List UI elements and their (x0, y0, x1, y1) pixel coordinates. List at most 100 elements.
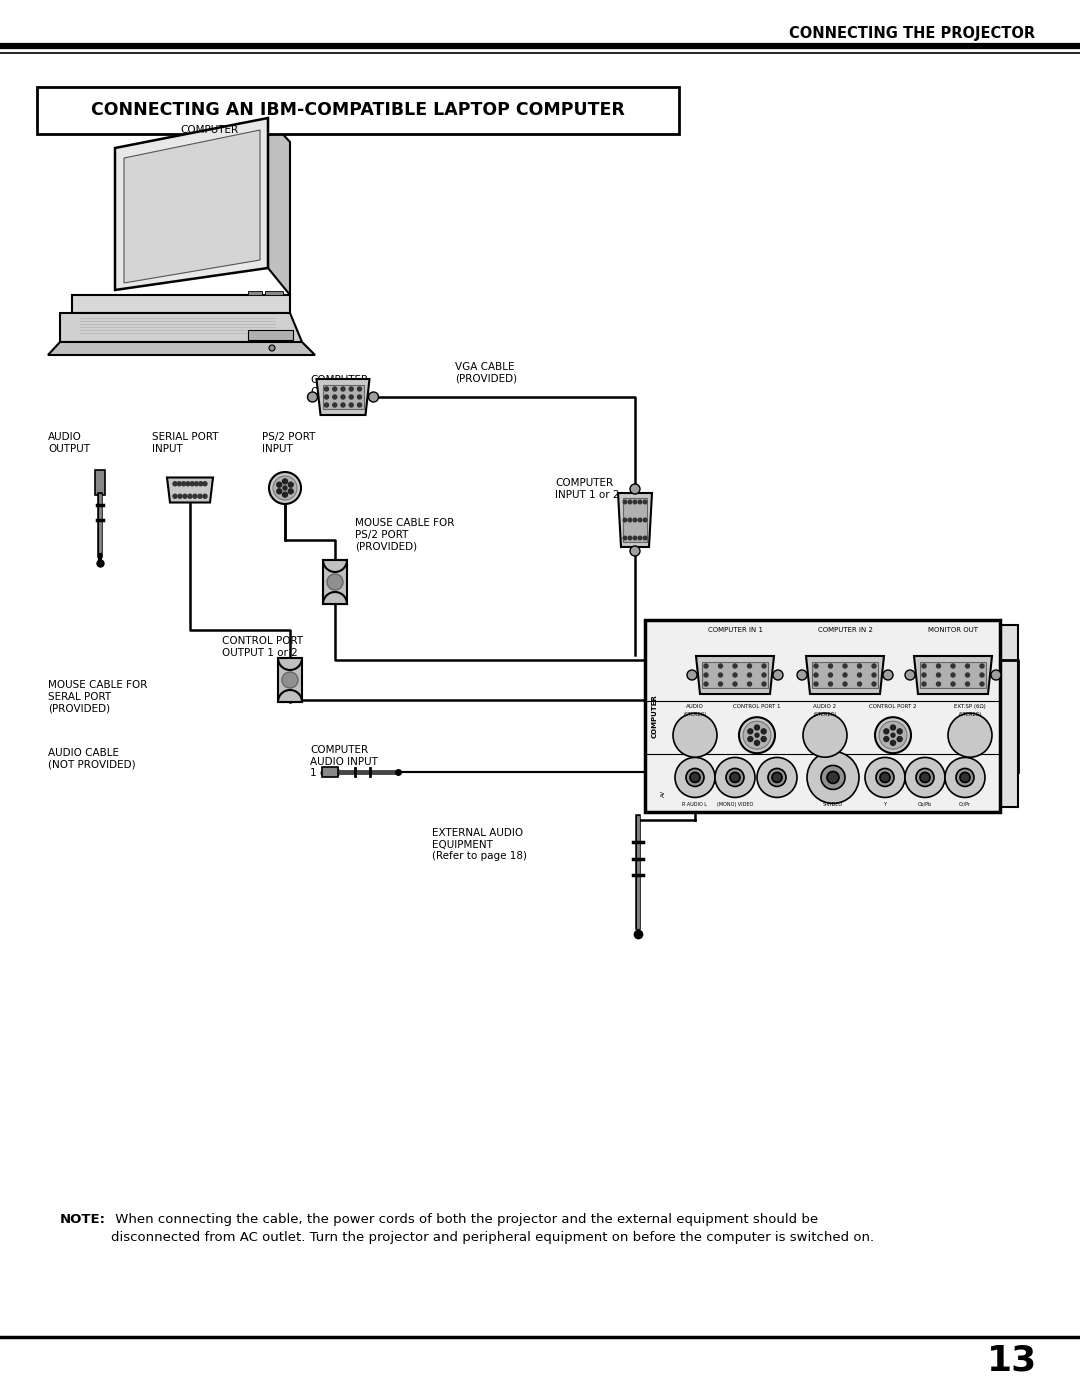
Text: EXTERNAL AUDIO
EQUIPMENT
(Refer to page 18): EXTERNAL AUDIO EQUIPMENT (Refer to page … (432, 828, 527, 861)
Circle shape (858, 664, 862, 668)
Text: VGA CABLE
(PROVIDED): VGA CABLE (PROVIDED) (455, 362, 517, 384)
Circle shape (905, 757, 945, 798)
Circle shape (879, 721, 907, 749)
Circle shape (644, 500, 647, 504)
Circle shape (828, 673, 833, 678)
Circle shape (991, 671, 1001, 680)
Circle shape (333, 402, 337, 407)
Polygon shape (60, 313, 302, 342)
Circle shape (814, 673, 818, 678)
Circle shape (865, 757, 905, 798)
Circle shape (883, 671, 893, 680)
Bar (920, 662, 986, 687)
Text: AUDIO
OUTPUT: AUDIO OUTPUT (48, 432, 90, 454)
Circle shape (843, 664, 847, 668)
Circle shape (980, 682, 984, 686)
Text: AUDIO CABLE
(NOT PROVIDED): AUDIO CABLE (NOT PROVIDED) (48, 747, 136, 770)
Circle shape (357, 387, 362, 391)
Circle shape (357, 402, 362, 407)
Circle shape (827, 771, 839, 784)
Bar (623, 497, 647, 542)
Circle shape (198, 495, 202, 499)
Wedge shape (323, 592, 347, 604)
Circle shape (966, 664, 970, 668)
Circle shape (936, 673, 941, 678)
Circle shape (821, 766, 845, 789)
Circle shape (880, 773, 890, 782)
Text: COMPUTER: COMPUTER (180, 124, 238, 136)
Circle shape (872, 682, 876, 686)
Circle shape (843, 682, 847, 686)
Text: SERIAL PORT
INPUT: SERIAL PORT INPUT (152, 432, 218, 454)
Circle shape (687, 671, 697, 680)
Text: COMPUTER IN 1: COMPUTER IN 1 (707, 627, 762, 633)
Polygon shape (268, 117, 291, 295)
Circle shape (282, 672, 298, 687)
Text: COMPUTER
AUDIO INPUT
1 or 2: COMPUTER AUDIO INPUT 1 or 2 (310, 745, 378, 778)
Circle shape (718, 664, 723, 668)
Circle shape (891, 740, 895, 746)
Polygon shape (124, 130, 260, 284)
Circle shape (872, 664, 876, 668)
Polygon shape (316, 379, 369, 415)
Polygon shape (72, 295, 291, 313)
Text: (STEREO): (STEREO) (813, 711, 837, 717)
Circle shape (686, 768, 704, 787)
Circle shape (341, 387, 345, 391)
Circle shape (768, 768, 786, 787)
Circle shape (747, 682, 752, 686)
Circle shape (623, 500, 626, 504)
Text: MONITOR OUT: MONITOR OUT (928, 627, 978, 633)
Wedge shape (278, 690, 302, 703)
Circle shape (633, 518, 637, 522)
Circle shape (199, 482, 203, 486)
Circle shape (948, 714, 993, 757)
Circle shape (324, 395, 328, 400)
Text: AV: AV (661, 789, 665, 798)
Circle shape (883, 729, 889, 733)
Circle shape (276, 482, 282, 488)
Circle shape (945, 757, 985, 798)
Circle shape (828, 682, 833, 686)
Circle shape (897, 736, 902, 742)
Circle shape (283, 479, 287, 483)
Circle shape (807, 752, 859, 803)
Text: disconnected from AC outlet. Turn the projector and peripheral equipment on befo: disconnected from AC outlet. Turn the pr… (111, 1231, 875, 1243)
Circle shape (188, 495, 192, 499)
Circle shape (733, 682, 737, 686)
Circle shape (797, 671, 807, 680)
Circle shape (875, 717, 912, 753)
Text: COMPUTER IN 2: COMPUTER IN 2 (818, 627, 873, 633)
Circle shape (638, 518, 642, 522)
Circle shape (675, 757, 715, 798)
Text: AUDIO 2: AUDIO 2 (813, 704, 837, 708)
Circle shape (633, 536, 637, 539)
Circle shape (804, 714, 847, 757)
Circle shape (193, 495, 197, 499)
Bar (248, 330, 293, 339)
Circle shape (814, 664, 818, 668)
Bar (278, 658, 302, 703)
Circle shape (905, 671, 915, 680)
Circle shape (755, 733, 759, 738)
Circle shape (715, 757, 755, 798)
Circle shape (681, 721, 708, 749)
Circle shape (173, 495, 177, 499)
Circle shape (630, 546, 640, 556)
Circle shape (673, 714, 717, 757)
Circle shape (897, 729, 902, 733)
Polygon shape (806, 657, 885, 694)
Circle shape (843, 673, 847, 678)
Circle shape (704, 664, 708, 668)
Text: Cb/Pb: Cb/Pb (918, 802, 932, 807)
Circle shape (190, 482, 194, 486)
Text: 13: 13 (986, 1344, 1037, 1377)
Circle shape (858, 673, 862, 678)
Circle shape (203, 482, 207, 486)
Text: CONTROL PORT
OUTPUT 1 or 2: CONTROL PORT OUTPUT 1 or 2 (222, 636, 303, 658)
Circle shape (747, 729, 753, 733)
Circle shape (324, 387, 328, 391)
Circle shape (814, 682, 818, 686)
Bar (702, 662, 768, 687)
Circle shape (349, 387, 353, 391)
